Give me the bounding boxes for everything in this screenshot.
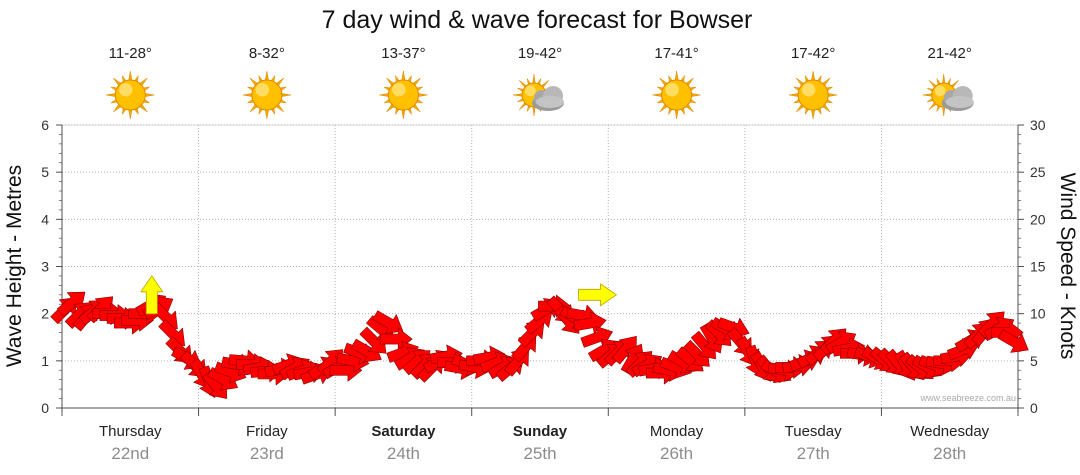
right-tick-label: 10: [1030, 306, 1046, 322]
temperature-label: 17-41°: [654, 45, 698, 62]
temperature-label: 11-28°: [109, 45, 152, 62]
wind-arrow: [56, 291, 86, 317]
temperature-label: 21-42°: [928, 45, 972, 62]
wind-arrow: [372, 310, 404, 334]
left-tick-label: 1: [41, 353, 49, 369]
day-labels: Thursday 22nd Friday 23rd Saturday 24th Sunday…: [99, 423, 990, 463]
swell-arrows: [140, 275, 617, 315]
swell-arrow: [140, 275, 164, 315]
temperature-label: 17-42°: [791, 45, 835, 62]
wind-arrow: [611, 335, 637, 365]
weather-row: 11-28° 8-32° 13-37° 19-42° 17-41° 17-42° 21-42…: [106, 45, 974, 120]
day-date: 23rd: [250, 444, 284, 463]
right-tick-label: 15: [1030, 259, 1046, 275]
left-tick-label: 4: [41, 211, 49, 227]
left-tick-label: 6: [41, 117, 49, 133]
wave-height-axis: 0 1 2 3 4 5 6: [41, 117, 62, 416]
wind-arrow: [997, 329, 1029, 353]
sun-icon: [652, 70, 701, 120]
day-name: Tuesday: [785, 423, 842, 440]
sun-icon: [379, 70, 428, 120]
sun-icon: [106, 70, 155, 120]
day-name: Saturday: [371, 423, 436, 440]
day-name: Monday: [650, 423, 704, 440]
right-tick-label: 20: [1030, 211, 1046, 227]
credit-text: www.seabreeze.com.au: [919, 393, 1016, 403]
left-tick-label: 5: [41, 164, 49, 180]
wind-speed-axis: 0 5 10 15 20 25 30: [1018, 117, 1046, 416]
day-date: 22nd: [111, 444, 149, 463]
day-name: Friday: [246, 423, 288, 440]
day-name: Wednesday: [910, 423, 989, 440]
right-tick-label: 25: [1030, 164, 1046, 180]
day-date: 27th: [797, 444, 830, 463]
sun-icon: [789, 70, 838, 120]
left-axis-title: Wave Height - Metres: [3, 165, 26, 367]
left-tick-label: 3: [41, 259, 49, 275]
wind-arrows: [50, 291, 1029, 399]
temperature-label: 13-37°: [381, 45, 425, 62]
day-date: 25th: [523, 444, 556, 463]
chart-title: 7 day wind & wave forecast for Bowser: [322, 6, 753, 34]
chart-grid: [61, 124, 1019, 416]
day-date: 26th: [660, 444, 693, 463]
left-tick-label: 0: [41, 400, 49, 416]
right-tick-label: 5: [1030, 353, 1038, 369]
temperature-label: 19-42°: [518, 45, 562, 62]
cloud-icon: [941, 86, 974, 111]
day-date: 28th: [933, 444, 966, 463]
day-name: Thursday: [99, 423, 162, 440]
right-tick-label: 30: [1030, 117, 1046, 133]
day-date: 24th: [387, 444, 420, 463]
left-tick-label: 2: [41, 306, 49, 322]
swell-arrow: [578, 283, 617, 307]
right-axis-title: Wind Speed - Knots: [1056, 173, 1079, 360]
right-tick-label: 0: [1030, 400, 1038, 416]
day-name: Sunday: [513, 423, 568, 440]
temperature-label: 8-32°: [249, 45, 285, 62]
cloud-icon: [532, 86, 564, 111]
sun-icon: [242, 70, 291, 120]
